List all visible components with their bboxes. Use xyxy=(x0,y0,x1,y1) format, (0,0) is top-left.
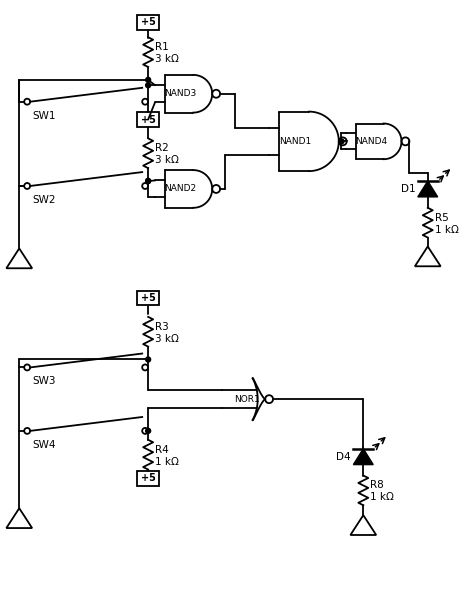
Text: +5: +5 xyxy=(141,473,156,484)
Text: 3 kΩ: 3 kΩ xyxy=(155,155,179,165)
Circle shape xyxy=(146,428,151,433)
Circle shape xyxy=(146,77,151,82)
Text: NAND1: NAND1 xyxy=(279,137,312,146)
Polygon shape xyxy=(418,181,438,197)
Text: SW4: SW4 xyxy=(32,440,56,450)
FancyBboxPatch shape xyxy=(137,290,159,305)
Text: R8: R8 xyxy=(370,481,384,490)
Text: NAND2: NAND2 xyxy=(165,184,197,193)
Text: +5: +5 xyxy=(141,17,156,28)
Text: 3 kΩ: 3 kΩ xyxy=(155,334,179,344)
Text: R3: R3 xyxy=(155,322,169,332)
Text: +5: +5 xyxy=(141,115,156,125)
Circle shape xyxy=(339,139,344,144)
Text: SW1: SW1 xyxy=(32,110,56,121)
Circle shape xyxy=(146,179,151,184)
Text: NOR1: NOR1 xyxy=(234,395,260,404)
Circle shape xyxy=(146,83,151,88)
Text: 1 kΩ: 1 kΩ xyxy=(155,457,179,467)
Text: R2: R2 xyxy=(155,143,169,153)
Text: SW3: SW3 xyxy=(32,376,56,386)
FancyBboxPatch shape xyxy=(137,112,159,127)
Text: +5: +5 xyxy=(141,293,156,303)
Text: R5: R5 xyxy=(435,213,448,223)
Polygon shape xyxy=(353,449,373,464)
Text: NAND4: NAND4 xyxy=(355,137,387,146)
Text: D4: D4 xyxy=(336,452,351,461)
Text: 1 kΩ: 1 kΩ xyxy=(435,224,458,235)
Text: NAND3: NAND3 xyxy=(164,89,197,98)
Circle shape xyxy=(146,179,151,184)
Circle shape xyxy=(146,357,151,362)
Text: 3 kΩ: 3 kΩ xyxy=(155,54,179,64)
Text: 1 kΩ: 1 kΩ xyxy=(370,493,394,502)
Text: D1: D1 xyxy=(401,184,415,194)
Text: R4: R4 xyxy=(155,445,169,455)
FancyBboxPatch shape xyxy=(137,471,159,486)
Text: SW2: SW2 xyxy=(32,195,56,205)
Text: R1: R1 xyxy=(155,42,169,52)
FancyBboxPatch shape xyxy=(137,15,159,30)
